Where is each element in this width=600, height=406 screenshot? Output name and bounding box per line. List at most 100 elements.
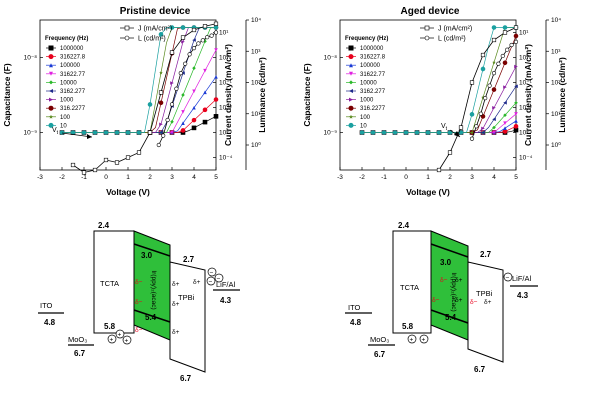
- cap-point: [203, 68, 207, 73]
- cap-point: [81, 130, 87, 135]
- energy-diagram-pristine: ITO 4.8 MoO₃ 6.7 2.4 5.8 TCTA Ir(ppy)₂(a…: [38, 221, 240, 383]
- legend-marker: [49, 71, 53, 76]
- cap-point: [480, 114, 486, 119]
- tcta-box: [392, 230, 432, 334]
- emitter-zone: [430, 230, 469, 341]
- luminance-point: [500, 53, 505, 59]
- cap-series-line: [362, 27, 516, 133]
- delta-minus-2: δ−: [135, 299, 143, 306]
- hole-sign-1: +: [110, 337, 114, 344]
- vt-annotation: Vt: [52, 127, 93, 139]
- energy-diagram-aged: ITO 4.8 MoO₃ 6.7 2.4 5.8 TCTA Ir(ppy)₂(a…: [345, 221, 538, 374]
- legend-marker: [349, 71, 353, 76]
- x-tick-label: 3: [470, 174, 474, 181]
- cap-point: [492, 60, 496, 65]
- cap-point: [481, 126, 485, 131]
- cap-point: [513, 127, 519, 133]
- cap-point: [192, 66, 196, 70]
- cap-point: [181, 93, 185, 97]
- tcta-bottom: 5.8: [402, 322, 414, 331]
- jl-marker-square: [424, 25, 430, 31]
- current-point: [136, 150, 142, 155]
- legend-marker: [48, 45, 54, 51]
- cap-point: [170, 119, 174, 124]
- y2-tick-label: 10⁻²: [219, 105, 233, 112]
- vt-arrowhead: [87, 134, 92, 139]
- cap-point: [92, 130, 98, 135]
- current-density-line: [72, 23, 217, 173]
- cap-point: [202, 107, 208, 113]
- moo3-value: 6.7: [74, 349, 86, 358]
- legend-marker: [349, 80, 353, 85]
- chart-title: Pristine device: [120, 6, 191, 17]
- luminance-point: [505, 47, 510, 52]
- luminance-point: [487, 83, 492, 88]
- legend-item-label: 10000: [360, 80, 377, 86]
- y2-tick-label: 10⁻⁴: [219, 155, 233, 162]
- tpbi-box: [169, 261, 206, 373]
- current-point: [447, 150, 453, 155]
- cap-point: [181, 110, 185, 114]
- cap-point: [202, 119, 208, 125]
- luminance-point: [169, 102, 175, 107]
- tcta-label: TCTA: [100, 279, 119, 288]
- tpbi-delta-plus: δ+: [484, 299, 492, 306]
- legend-item-label: 1000: [360, 98, 374, 104]
- emitter-homo-line: [133, 309, 171, 323]
- frequency-legend: Frequency (Hz) 1000000 316227.8 100000 3162…: [45, 36, 88, 129]
- series-layer: [359, 25, 519, 173]
- hole-sign-2: +: [422, 337, 426, 344]
- delta-minus-1: δ−: [432, 297, 440, 304]
- y3-tick-label: 10²: [251, 80, 261, 87]
- current-point: [125, 155, 131, 160]
- legend-title: Frequency (Hz): [45, 36, 88, 42]
- emitter-lumo-line: [430, 243, 469, 258]
- legend-item-label: 316.2277: [60, 106, 86, 112]
- jl-marker-circle: [124, 35, 130, 41]
- current-point: [491, 37, 497, 43]
- y-tick-labels: 10⁻⁹ 10⁻⁸: [24, 55, 43, 137]
- cap-point: [492, 117, 496, 122]
- legend-marker: [49, 63, 53, 68]
- cap-point: [170, 130, 174, 135]
- legend-marker: [348, 122, 354, 128]
- tpbi-delta-minus: δ−: [470, 299, 478, 306]
- x-tick-label: 1: [126, 174, 130, 181]
- y-tick-label: 10⁻⁹: [324, 130, 338, 137]
- legend-item-label: 316.2277: [360, 106, 386, 112]
- y3-tick-label: 10²: [551, 80, 561, 87]
- chart-aged: Aged device -3 -2 -1 0 1 2 3 4 5 10⁻⁹10⁻⁸ 10⁻⁴10…: [302, 6, 567, 197]
- cap-point: [447, 130, 453, 135]
- legend-item-label: 100: [360, 115, 371, 121]
- cap-point: [214, 48, 218, 52]
- current-point: [469, 80, 475, 85]
- hole-sign-1: +: [410, 337, 414, 344]
- legend-marker: [48, 105, 54, 111]
- electron-3: [206, 276, 216, 286]
- x-tick-label: 0: [104, 174, 108, 181]
- chart-pristine: Pristine device -3 -2 -1 0 1 2 3 4 5 10⁻⁹ 10⁻⁸ 10…: [2, 6, 267, 197]
- tcta-top: 2.4: [98, 221, 110, 230]
- jl-legend: J (mA/cm²) L (cd/m²): [120, 26, 172, 43]
- current-point: [502, 30, 508, 35]
- emitter-lumo-line: [133, 243, 171, 257]
- cap-point: [70, 130, 76, 135]
- luminance-point: [205, 35, 210, 40]
- emitter-bottom: 5.4: [445, 313, 457, 322]
- jl-legend-label: J (mA/cm²): [438, 26, 472, 33]
- legend-item-label: 316227.8: [60, 55, 86, 61]
- cap-point: [503, 113, 507, 117]
- current-point: [191, 27, 197, 33]
- luminance-point: [156, 142, 161, 148]
- cap-point: [503, 126, 507, 130]
- cathode-label: LiF/Al: [512, 274, 532, 283]
- x-tick-label: -3: [337, 174, 343, 181]
- cap-point: [481, 130, 485, 135]
- cap-point: [159, 70, 163, 75]
- vt-annotation: Vt: [441, 123, 461, 138]
- luminance-point: [187, 52, 192, 57]
- plot-frame: [39, 19, 217, 171]
- legend-marker: [49, 97, 53, 102]
- cap-point: [158, 100, 164, 106]
